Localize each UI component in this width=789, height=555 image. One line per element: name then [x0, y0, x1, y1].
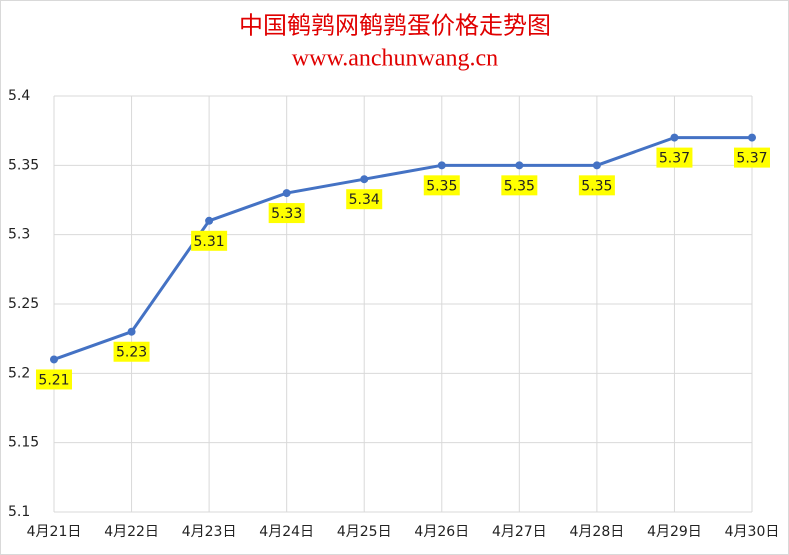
- y-tick-label: 5.35: [8, 157, 39, 173]
- point: [50, 355, 58, 364]
- y-tick-label: 5.2: [8, 365, 30, 381]
- x-tick-label: 4月21日: [27, 524, 82, 540]
- x-tick-label: 4月24日: [259, 524, 314, 540]
- data-label-bg: [36, 369, 72, 390]
- data-label-bg: [501, 175, 538, 196]
- x-tick-label: 4月29日: [647, 524, 702, 540]
- point: [360, 175, 369, 184]
- data-label-bg: [734, 147, 770, 168]
- point: [127, 327, 136, 336]
- y-tick-label: 5.4: [8, 88, 30, 104]
- y-tick-label: 5.15: [8, 435, 39, 451]
- data-label: 5.35: [426, 178, 457, 194]
- chart-subtitle: www.anchunwang.cn: [292, 46, 498, 72]
- data-label-bg: [656, 147, 693, 168]
- data-label-bg: [346, 189, 383, 210]
- y-tick-label: 5.3: [8, 227, 30, 243]
- y-tick-label: 5.25: [8, 296, 39, 312]
- point: [748, 133, 756, 142]
- point: [670, 133, 679, 142]
- data-label: 5.33: [271, 206, 302, 222]
- data-label: 5.35: [581, 178, 612, 194]
- y-tick-label: 5.1: [8, 504, 30, 520]
- data-label-bg: [423, 175, 460, 196]
- point: [282, 189, 291, 198]
- data-label-bg: [268, 203, 305, 224]
- data-label: 5.34: [349, 192, 380, 208]
- data-label: 5.23: [116, 345, 147, 361]
- x-tick-label: 4月23日: [182, 524, 237, 540]
- data-label: 5.35: [504, 178, 535, 194]
- point: [437, 161, 446, 170]
- x-tick-label: 4月26日: [414, 524, 469, 540]
- x-tick-label: 4月27日: [492, 524, 547, 540]
- point: [592, 161, 601, 170]
- data-label: 5.31: [194, 234, 225, 250]
- data-label-bg: [113, 341, 150, 362]
- point: [205, 216, 214, 225]
- chart-title: 中国鹌鹑网鹌鹑蛋价格走势图: [239, 12, 551, 40]
- line: [53, 136, 752, 361]
- data-label: 5.21: [38, 372, 69, 388]
- x-tick-label: 4月30日: [725, 524, 780, 540]
- x-tick-label: 4月22日: [104, 524, 159, 540]
- data-label-bg: [191, 230, 228, 251]
- data-label-bg: [578, 175, 615, 196]
- data-label: 5.37: [659, 151, 690, 167]
- data-label: 5.37: [736, 151, 767, 167]
- point: [515, 161, 524, 170]
- x-tick-label: 4月28日: [570, 524, 625, 540]
- x-tick-label: 4月25日: [337, 524, 392, 540]
